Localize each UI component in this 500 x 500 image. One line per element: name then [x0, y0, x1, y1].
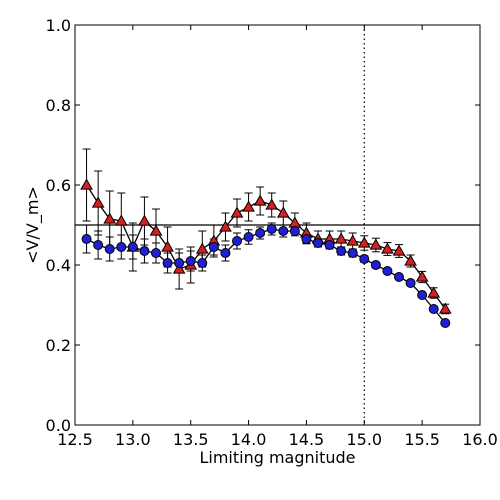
- data-point-circle: [104, 244, 115, 254]
- data-point-triangle: [369, 238, 383, 250]
- data-point-circle: [243, 232, 254, 242]
- data-point-circle: [289, 226, 300, 236]
- data-point-circle: [440, 318, 451, 328]
- data-point-circle: [394, 272, 404, 282]
- data-point-circle: [174, 258, 185, 268]
- data-point-triangle: [138, 214, 151, 226]
- data-point-triangle: [438, 302, 452, 314]
- data-point-triangle: [242, 200, 255, 212]
- y-tick-label: 0.2: [46, 336, 71, 355]
- data-point-triangle: [149, 224, 163, 236]
- data-point-circle: [116, 242, 127, 252]
- data-point-triangle: [114, 214, 128, 226]
- x-tick-label: 12.5: [57, 430, 93, 449]
- axis-ticks: [74, 24, 481, 426]
- x-tick-label: 14.0: [231, 430, 267, 449]
- y-tick-label: 0.0: [46, 416, 71, 435]
- data-point-triangle: [172, 262, 186, 274]
- data-point-circle: [266, 224, 277, 234]
- x-tick-label: 15.0: [346, 430, 382, 449]
- plot-content: [75, 25, 480, 425]
- data-point-triangle: [265, 198, 279, 210]
- data-point-triangle: [357, 236, 371, 248]
- y-tick-label: 1.0: [46, 16, 71, 35]
- data-point-circle: [208, 242, 219, 252]
- data-point-circle: [151, 248, 161, 258]
- data-point-triangle: [346, 234, 360, 246]
- data-point-triangle: [253, 194, 267, 206]
- data-point-triangle: [219, 220, 232, 232]
- y-tick-label: 0.8: [46, 96, 71, 115]
- y-tick-label: 0.4: [46, 256, 71, 275]
- data-point-circle: [405, 278, 416, 288]
- data-point-circle: [278, 226, 289, 236]
- data-point-circle: [255, 228, 266, 238]
- data-point-circle: [185, 256, 196, 266]
- data-point-circle: [359, 254, 370, 264]
- plot-frame: [74, 24, 481, 426]
- y-axis-title: <V/V_m>: [23, 186, 43, 264]
- data-point-circle: [127, 242, 138, 252]
- data-point-triangle: [80, 178, 93, 190]
- data-point-triangle: [276, 206, 290, 218]
- data-point-circle: [370, 260, 381, 270]
- data-point-triangle: [381, 242, 394, 254]
- data-point-triangle: [404, 254, 417, 266]
- x-tick-label: 13.0: [115, 430, 151, 449]
- data-point-triangle: [103, 212, 117, 224]
- y-tick-label: 0.6: [46, 176, 71, 195]
- data-point-circle: [324, 240, 335, 250]
- data-point-circle: [81, 234, 92, 244]
- data-point-circle: [301, 234, 312, 244]
- data-point-circle: [139, 246, 150, 256]
- data-point-triangle: [161, 240, 174, 252]
- data-point-circle: [417, 290, 428, 300]
- data-point-circle: [93, 240, 104, 250]
- data-point-circle: [428, 304, 439, 314]
- data-point-triangle: [392, 244, 406, 256]
- x-tick-label: 14.5: [289, 430, 325, 449]
- x-tick-label: 13.5: [173, 430, 209, 449]
- data-point-triangle: [91, 196, 105, 208]
- data-point-circle: [336, 246, 347, 256]
- data-point-circle: [232, 236, 242, 246]
- data-point-circle: [162, 258, 173, 268]
- x-axis-title: Limiting magnitude: [199, 448, 355, 467]
- data-point-triangle: [415, 270, 429, 282]
- data-point-circle: [382, 266, 393, 276]
- x-tick-label: 15.5: [404, 430, 440, 449]
- data-point-triangle: [427, 286, 441, 298]
- data-point-circle: [197, 258, 208, 268]
- data-point-triangle: [195, 242, 209, 254]
- data-point-triangle: [334, 232, 348, 244]
- tick-labels: 12.5 13.0 13.5 14.0 14.5 15.0 15.5 16.0 0.0 0.2 0.…: [46, 16, 498, 449]
- data-point-circle: [220, 248, 231, 258]
- data-point-circle: [347, 248, 358, 258]
- data-point-circle: [313, 238, 323, 248]
- data-point-triangle: [230, 206, 244, 218]
- x-tick-label: 16.0: [462, 430, 498, 449]
